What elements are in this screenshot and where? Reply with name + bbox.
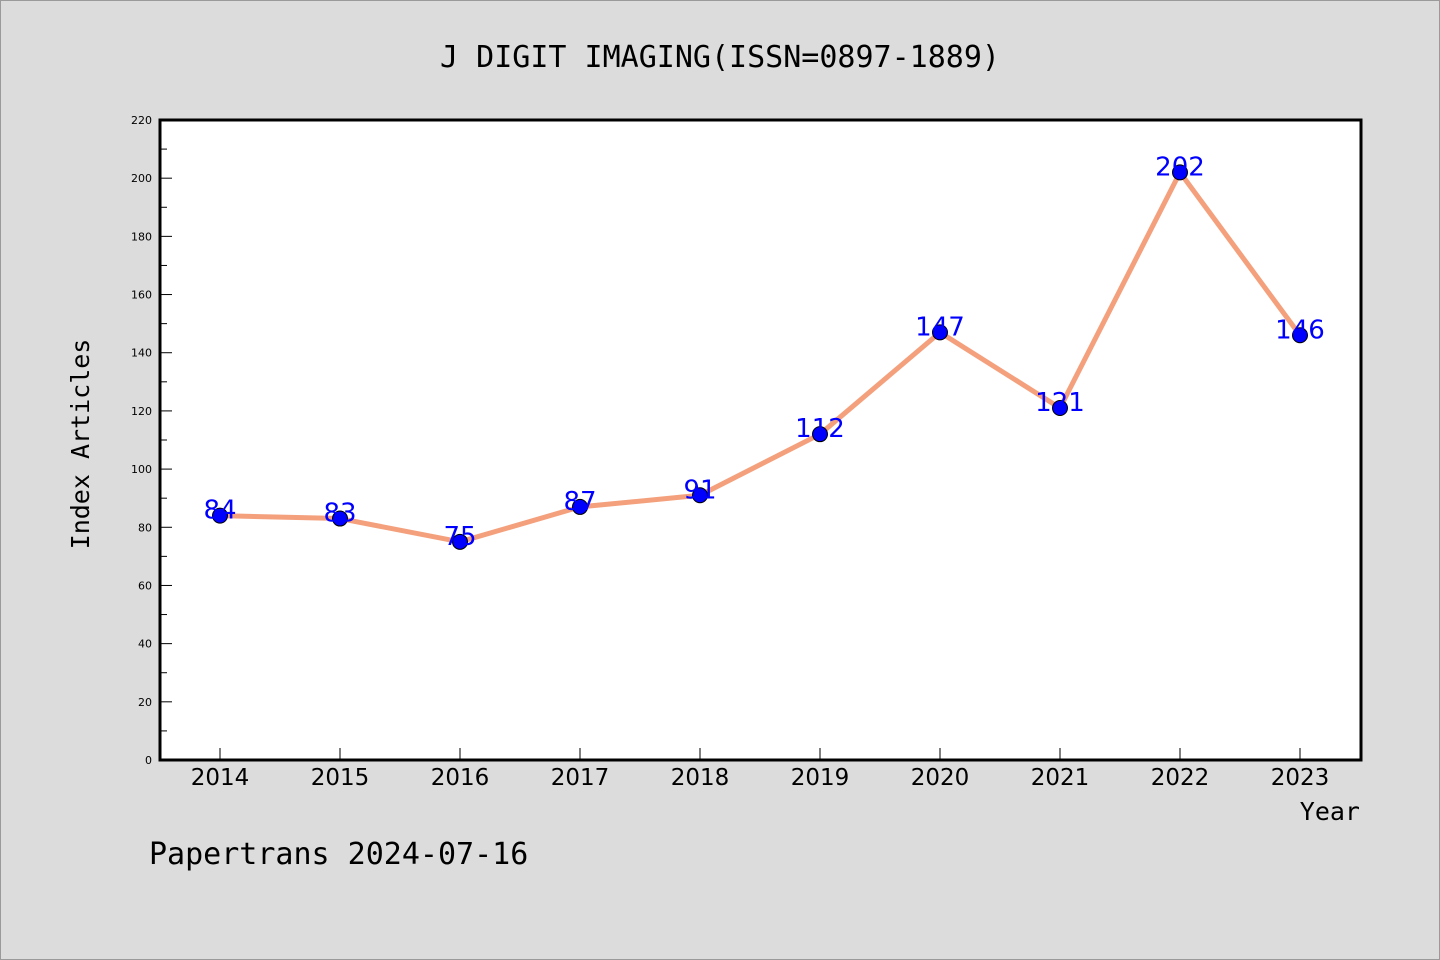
x-axis-ticks: 2014 2015 2016 2017 2018 2019 2020 2021 2022 2023 — [191, 748, 1330, 791]
x-tick-label: 2022 — [1151, 765, 1210, 791]
data-point — [1292, 327, 1308, 344]
y-tick-label: 100 — [131, 463, 152, 476]
x-tick-label: 2021 — [1031, 765, 1090, 791]
data-point — [572, 498, 588, 515]
data-label: 75 — [443, 522, 476, 552]
y-tick-label: 140 — [131, 347, 152, 360]
data-point — [452, 533, 468, 550]
data-point — [812, 426, 828, 443]
data-label: 146 — [1275, 315, 1325, 345]
y-tick-label: 220 — [131, 114, 152, 127]
x-tick-label: 2020 — [911, 765, 970, 791]
data-point — [1172, 164, 1188, 181]
x-axis-title: Year — [1300, 797, 1360, 826]
y-axis-title: Index Articles — [66, 339, 95, 550]
series-line — [217, 169, 1303, 545]
x-tick-label: 2019 — [791, 765, 850, 791]
data-label: 91 — [683, 475, 716, 505]
x-tick-label: 2014 — [191, 765, 250, 791]
plot-area — [158, 118, 1363, 762]
data-points — [212, 164, 1308, 550]
x-tick-label: 2018 — [671, 765, 730, 791]
data-label: 83 — [323, 499, 356, 529]
data-point — [692, 487, 708, 504]
x-tick-label: 2023 — [1271, 765, 1330, 791]
data-label: 202 — [1155, 152, 1205, 182]
y-tick-label: 60 — [138, 579, 152, 592]
y-tick-label: 200 — [131, 172, 152, 185]
y-tick-label: 160 — [131, 289, 152, 302]
data-label: 87 — [563, 487, 596, 517]
y-tick-label: 0 — [145, 754, 152, 767]
data-point — [932, 324, 948, 341]
data-label: 112 — [795, 414, 845, 444]
data-label: 84 — [203, 496, 236, 526]
y-tick-label: 40 — [138, 638, 152, 651]
y-tick-label: 80 — [138, 521, 152, 534]
data-label: 121 — [1035, 388, 1085, 418]
data-label: 147 — [915, 312, 965, 342]
y-tick-label: 180 — [131, 230, 152, 243]
x-tick-label: 2015 — [311, 765, 370, 791]
data-point — [1052, 400, 1068, 416]
x-tick-label: 2016 — [431, 765, 490, 791]
y-tick-label: 120 — [131, 405, 152, 418]
footer-stamp: Papertrans 2024-07-16 — [149, 837, 528, 872]
y-tick-label: 20 — [138, 696, 152, 709]
chart-title: J DIGIT IMAGING(ISSN=0897-1889) — [440, 40, 1000, 75]
data-labels: 84 83 75 87 91 112 147 121 202 146 — [203, 152, 1324, 551]
data-point — [332, 510, 348, 527]
y-axis-ticks: 0 20 40 60 80 100 120 140 160 180 200 220 — [131, 114, 172, 767]
x-tick-label: 2017 — [551, 765, 610, 791]
data-point — [212, 507, 228, 524]
